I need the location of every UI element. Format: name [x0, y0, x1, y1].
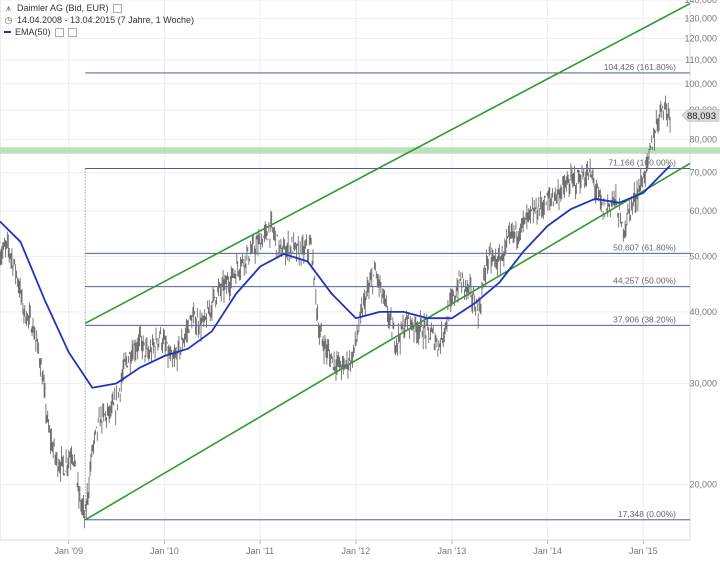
- resistance-band: [0, 147, 720, 154]
- legend-period-row: ◷ 14.04.2008 - 13.04.2015 (7 Jahre, 1 Wo…: [4, 14, 194, 26]
- y-tick-label: 110,000: [685, 55, 717, 65]
- ema-settings-box-icon[interactable]: [54, 27, 64, 37]
- x-tick-label: Jan '13: [437, 546, 466, 556]
- y-tick-label: 20,000: [689, 479, 717, 489]
- ema-close-box-icon[interactable]: [67, 27, 77, 37]
- y-tick-label: 120,000: [684, 33, 717, 43]
- fib-level-label: 44,257 (50.00%): [613, 276, 676, 286]
- fib-level-label: 71,166 (100.00%): [608, 157, 676, 167]
- current-price-badge: [681, 109, 720, 122]
- y-tick-label: 60,000: [689, 206, 717, 216]
- fib-level-label: 17,348 (0.00%): [618, 509, 676, 519]
- y-tick-label: 50,000: [689, 251, 717, 261]
- y-tick-label: 130,000: [684, 13, 717, 23]
- ema-legend-label: EMA(50): [15, 27, 51, 37]
- x-tick-label: Jan '15: [629, 546, 658, 556]
- x-tick-label: Jan '14: [533, 546, 562, 556]
- y-tick-label: 80,000: [689, 134, 717, 144]
- axis-layer: 20,000 30,000 40,000 50,000 60,000 70,000 80,0…: [54, 0, 720, 556]
- y-tick-label: 40,000: [689, 307, 717, 317]
- channel-line: [84, 162, 691, 521]
- period-range: 14.04.2008 - 13.04.2015 (7 Jahre, 1 Woch…: [17, 15, 194, 25]
- chart-legend: ⩚ Daimler AG (Bid, EUR) ◷ 14.04.2008 - 1…: [4, 2, 194, 38]
- fib-level-label: 104,426 (161.80%): [604, 62, 676, 72]
- legend-ema-row: EMA(50): [4, 26, 194, 38]
- ema-series-line: [0, 164, 671, 389]
- price-series-layer: [0, 95, 671, 529]
- plot-frame: [0, 0, 691, 541]
- fib-level-label: 37,906 (38.20%): [613, 314, 676, 324]
- channel-line: [84, 2, 691, 325]
- y-tick-label: 70,000: [689, 168, 717, 178]
- y-tick-label: 140,000: [684, 0, 717, 5]
- resistance-band-layer: [0, 147, 720, 154]
- x-tick-label: Jan '12: [342, 546, 371, 556]
- instrument-name: Daimler AG (Bid, EUR): [17, 3, 109, 13]
- x-tick-label: Jan '11: [246, 546, 274, 556]
- price-series-bars: [0, 95, 671, 529]
- fib-level-label: 50,607 (61.80%): [613, 242, 676, 252]
- x-tick-label: Jan '10: [150, 546, 179, 556]
- trend-channel-layer: [84, 2, 691, 521]
- ema-series-layer: [0, 164, 671, 389]
- y-tick-label: 100,000: [684, 79, 717, 89]
- fibonacci-levels-layer: 104,426 (161.80%) 71,166 (100.00%) 50,607 …: [84, 62, 690, 521]
- grid-layer: [0, 0, 691, 541]
- y-tick-label: 30,000: [689, 379, 717, 389]
- ema-swatch-icon: [4, 31, 11, 33]
- x-tick-label: Jan '09: [54, 546, 83, 556]
- current-price-label: 88,093: [687, 111, 716, 122]
- settings-box-icon[interactable]: [112, 3, 122, 13]
- legend-instrument-row: ⩚ Daimler AG (Bid, EUR): [4, 2, 194, 14]
- clock-icon: ◷: [4, 15, 13, 25]
- chart-type-icon: ⩚: [5, 3, 12, 13]
